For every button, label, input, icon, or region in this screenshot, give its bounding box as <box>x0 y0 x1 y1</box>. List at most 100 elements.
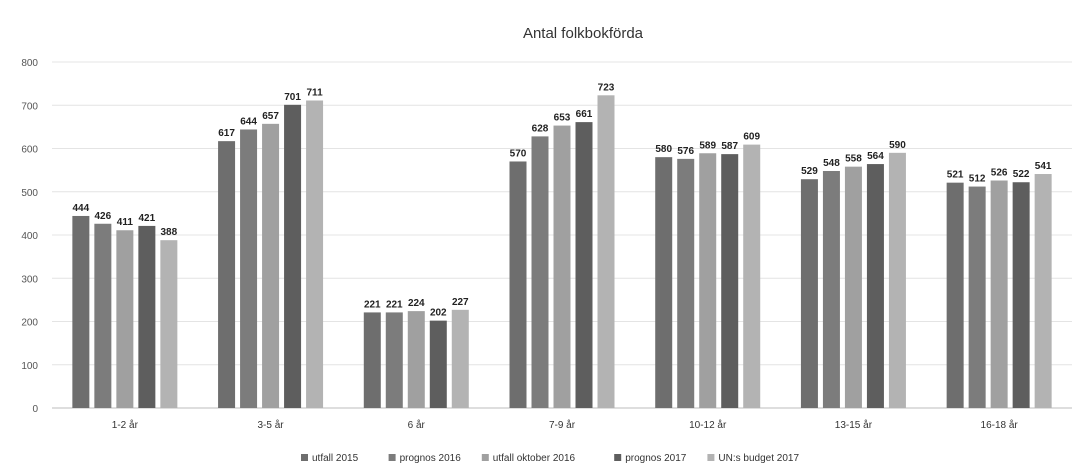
bar <box>743 144 761 409</box>
data-label: 661 <box>576 109 593 120</box>
y-tick-label: 400 <box>21 231 38 242</box>
bar <box>138 225 156 408</box>
bar <box>385 312 403 408</box>
bar <box>363 312 381 408</box>
legend-label: utfall 2015 <box>312 453 359 464</box>
bars <box>72 95 1052 409</box>
data-label: 701 <box>284 92 301 103</box>
data-label: 202 <box>430 308 447 319</box>
data-label: 564 <box>867 151 884 162</box>
legend-label: prognos 2016 <box>400 453 462 464</box>
bar <box>968 186 986 408</box>
data-label: 522 <box>1013 169 1030 180</box>
bar <box>800 179 818 408</box>
data-label: 723 <box>598 82 615 93</box>
bar <box>407 311 425 408</box>
x-tick-label: 7-9 år <box>549 419 576 431</box>
data-label: 590 <box>889 140 906 151</box>
bar <box>721 154 739 408</box>
y-tick-label: 700 <box>21 101 38 112</box>
x-tick-label: 6 år <box>408 419 426 431</box>
bar <box>990 180 1008 408</box>
bar <box>218 141 236 408</box>
x-tick-label: 10-12 år <box>689 419 727 431</box>
data-label: 421 <box>139 213 156 224</box>
x-tick-label: 13-15 år <box>835 419 873 431</box>
bar <box>677 158 695 408</box>
bar <box>306 100 324 409</box>
y-tick-label: 500 <box>21 188 38 199</box>
bar <box>284 104 302 408</box>
data-label: 221 <box>364 299 381 310</box>
data-label: 570 <box>510 148 527 159</box>
bar <box>94 223 112 408</box>
bar <box>262 123 280 408</box>
legend-swatch <box>301 454 308 461</box>
bar <box>946 182 964 408</box>
data-label: 227 <box>452 297 469 308</box>
bar <box>655 157 673 408</box>
data-label: 388 <box>161 227 178 238</box>
data-label: 644 <box>240 116 257 127</box>
y-tick-label: 200 <box>21 318 38 329</box>
bar <box>699 153 717 408</box>
bar <box>72 215 90 408</box>
x-tick-label: 3-5 år <box>258 419 285 431</box>
data-label: 411 <box>117 217 134 228</box>
y-axis: 0 100 200 300 400 500 600 700 800 <box>21 58 38 415</box>
chart-title: Antal folkbokförda <box>523 25 644 42</box>
bar <box>888 152 906 408</box>
bar <box>866 164 884 408</box>
data-label: 426 <box>95 211 112 222</box>
y-tick-label: 100 <box>21 361 38 372</box>
data-label: 526 <box>991 168 1008 179</box>
data-label: 576 <box>677 146 694 157</box>
bar <box>116 230 134 408</box>
legend-label: prognos 2017 <box>625 453 687 464</box>
data-label: 521 <box>947 170 964 181</box>
data-label: 628 <box>532 123 549 134</box>
data-label: 589 <box>699 140 716 151</box>
bar <box>597 95 615 409</box>
y-tick-label: 600 <box>21 145 38 156</box>
bar <box>553 125 571 408</box>
data-label: 580 <box>655 144 672 155</box>
x-axis: 1-2 år 3-5 år 6 år 7-9 år 10-12 år 13-15 år 16… <box>112 419 1019 431</box>
legend-label: utfall oktober 2016 <box>493 453 576 464</box>
legend-swatch <box>388 454 396 461</box>
bar <box>844 166 862 408</box>
bar <box>240 129 258 408</box>
bar <box>160 240 178 408</box>
data-label: 609 <box>743 132 760 143</box>
data-labels: 444 426 411 421 388 617 644 657 701 711 221 221 224 2… <box>73 82 1052 318</box>
x-tick-label: 1-2 år <box>112 419 139 431</box>
data-label: 541 <box>1035 161 1052 172</box>
legend-swatch <box>614 454 622 461</box>
data-label: 653 <box>554 113 571 124</box>
data-label: 558 <box>845 154 862 165</box>
x-tick-label: 16-18 år <box>981 419 1019 431</box>
bar <box>531 136 549 408</box>
data-label: 529 <box>801 166 818 177</box>
data-label: 224 <box>408 298 425 309</box>
bar <box>509 161 527 408</box>
legend: utfall 2015 prognos 2016 utfall oktober 20… <box>301 453 799 464</box>
y-tick-label: 800 <box>21 58 38 69</box>
bar <box>1034 174 1052 408</box>
y-tick-label: 300 <box>21 274 38 285</box>
data-label: 657 <box>262 111 279 122</box>
y-tick-label: 0 <box>32 404 38 415</box>
bar <box>429 320 447 408</box>
data-label: 444 <box>73 203 90 214</box>
bar <box>451 309 469 408</box>
data-label: 221 <box>386 299 403 310</box>
bar <box>575 122 593 409</box>
data-label: 512 <box>969 174 986 185</box>
data-label: 548 <box>823 158 840 169</box>
bar <box>1012 182 1030 408</box>
data-label: 617 <box>218 128 235 139</box>
legend-label: UN:s budget 2017 <box>718 453 799 464</box>
legend-swatch <box>707 454 715 461</box>
